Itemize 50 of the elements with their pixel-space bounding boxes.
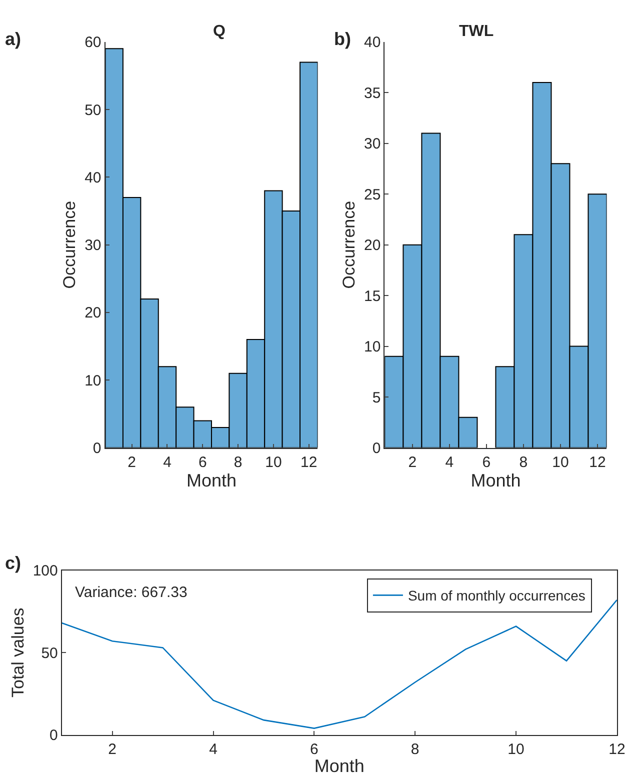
y-tick-label: 10 — [364, 338, 381, 356]
x-tick-label: 4 — [163, 454, 172, 471]
x-tick-label: 4 — [445, 454, 454, 471]
x-tick-label: 6 — [310, 740, 318, 758]
y-tick-label: 20 — [364, 237, 381, 254]
y-tick-label: 60 — [84, 34, 102, 52]
y-tick-label: 10 — [84, 372, 102, 390]
x-tick-label: 6 — [198, 454, 207, 471]
x-tick-label: 10 — [265, 454, 282, 471]
y-axis-title: Total values — [8, 608, 28, 698]
y-tick-label: 35 — [364, 84, 381, 102]
x-tick-label: 12 — [608, 740, 626, 758]
y-tick-label: 15 — [364, 288, 381, 305]
x-tick-label: 8 — [410, 740, 420, 758]
y-tick-label: 20 — [84, 304, 102, 322]
x-tick-label: 2 — [128, 454, 136, 471]
y-axis-title: Occurrence — [340, 200, 359, 289]
chart-title: Q — [213, 23, 226, 40]
x-tick-label: 8 — [234, 454, 242, 471]
y-tick-label: 100 — [32, 562, 58, 580]
y-tick-label: 30 — [84, 237, 102, 254]
annotation: Variance: 667.33 — [75, 584, 188, 601]
y-tick-label: 50 — [41, 644, 58, 662]
x-tick-label: 6 — [482, 454, 491, 471]
y-tick-label: 40 — [364, 34, 381, 52]
y-tick-label: 0 — [372, 440, 381, 458]
y-tick-label: 5 — [372, 389, 381, 406]
x-tick-label: 12 — [300, 454, 318, 471]
text: b) — [334, 29, 351, 49]
y-tick-label: 30 — [364, 136, 381, 153]
x-tick-label: 2 — [408, 454, 417, 471]
y-axis-title: Occurrence — [60, 200, 80, 289]
chart-title: TWL — [459, 23, 494, 40]
text: a) — [5, 29, 22, 49]
x-tick-label: 10 — [552, 454, 569, 471]
y-tick-label: 0 — [92, 440, 102, 458]
legend-label: Sum of monthly occurrences — [408, 588, 586, 604]
text: c) — [5, 553, 22, 573]
x-tick-label: 2 — [108, 740, 117, 758]
x-tick-label: 10 — [508, 740, 524, 758]
y-tick-label: 50 — [84, 102, 102, 119]
x-tick-label: 4 — [209, 740, 218, 758]
x-tick-label: 8 — [519, 454, 528, 471]
x-tick-label: 12 — [589, 454, 606, 471]
y-tick-label: 25 — [364, 186, 381, 204]
x-axis-title: Month — [186, 470, 237, 491]
y-tick-label: 40 — [84, 169, 102, 186]
x-axis-title: Month — [314, 756, 364, 776]
x-axis-title: Month — [470, 470, 521, 491]
y-tick-label: 0 — [50, 727, 58, 744]
